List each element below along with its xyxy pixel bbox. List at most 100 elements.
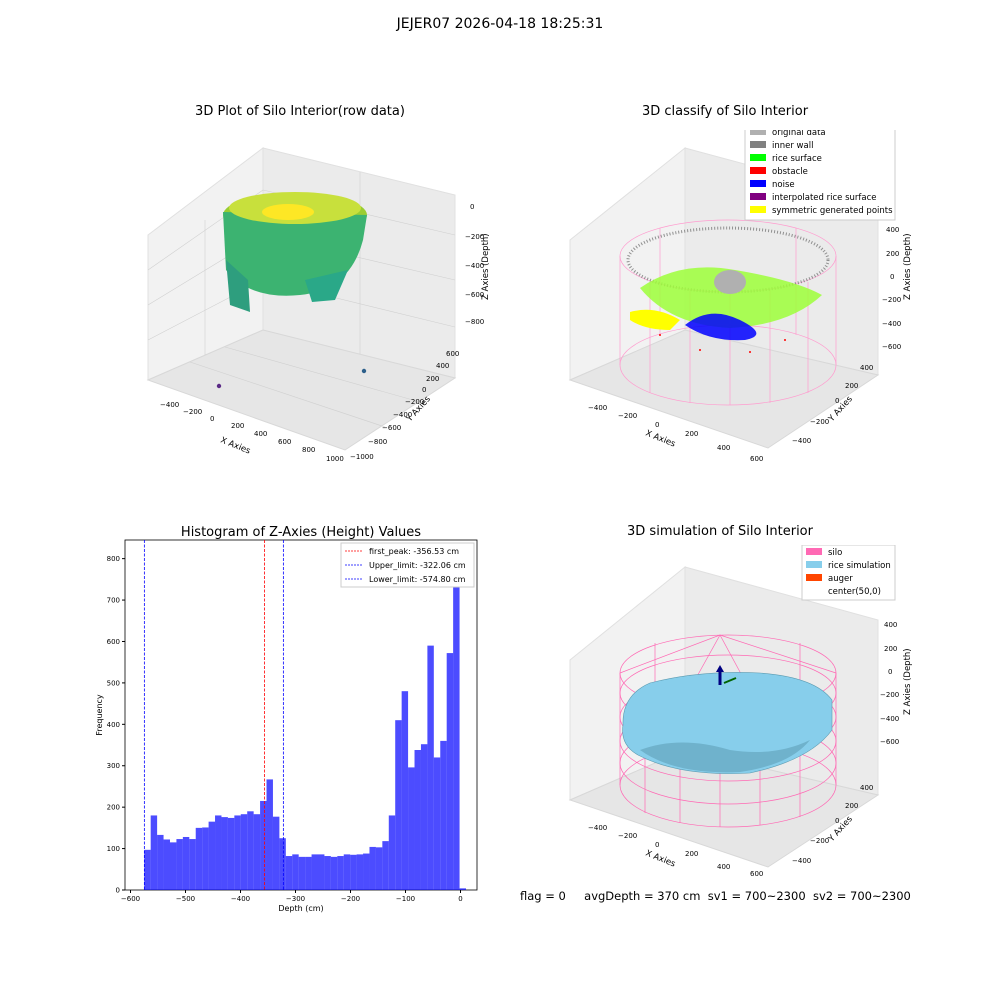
y-tick-label: 100 (107, 845, 120, 853)
raw-xtick: 800 (302, 446, 315, 454)
histogram-bar (215, 815, 222, 890)
y-tick-label: 300 (107, 762, 120, 770)
classify-ztick: −600 (882, 343, 901, 351)
histogram-bar (150, 815, 158, 890)
classify-inner-wall (626, 226, 830, 294)
legend-label: rice simulation (828, 561, 891, 571)
histogram-bar (285, 856, 293, 890)
classify-xtick: −200 (618, 412, 637, 420)
simulation-ytick: 400 (860, 784, 873, 792)
simulation-xtick: 200 (685, 850, 698, 858)
status-line: flag = 0 avgDepth = 370 cm sv1 = 700~230… (520, 889, 911, 903)
histogram-bar (279, 838, 286, 890)
classify-xtick: 200 (685, 430, 698, 438)
legend-first-peak: first_peak: -356.53 cm (369, 547, 459, 556)
legend-lower-limit: Lower_limit: -574.80 cm (369, 575, 466, 584)
simulation-3d-plot: silo rice simulation auger center(50,0) … (568, 545, 913, 878)
histogram-title: Histogram of Z-Axies (Height) Values (181, 525, 421, 540)
raw-ztick: 0 (470, 203, 474, 211)
raw-ytick: 0 (422, 386, 426, 394)
legend-label: original data (772, 130, 826, 138)
raw-ytick: −400 (393, 411, 412, 419)
legend-label: inner wall (772, 141, 813, 151)
histogram-bar (221, 817, 228, 890)
simulation-floor-pane (568, 749, 880, 868)
y-tick-label: 600 (107, 638, 120, 646)
simulation-zlabel: Z Axies (Depth) (903, 648, 913, 715)
legend-swatch (750, 167, 766, 174)
histogram-bar (292, 854, 299, 890)
classify-ztick: 400 (886, 226, 899, 234)
histogram-bar (395, 720, 402, 890)
simulation-xtick: 400 (717, 863, 730, 871)
simulation-ytick: 0 (835, 817, 839, 825)
simulation-ytick: −200 (810, 837, 829, 845)
histogram-xlabel: Depth (cm) (278, 904, 323, 913)
classify-legend (744, 130, 896, 221)
x-tick-label: −200 (341, 895, 360, 903)
classify-ztick: 200 (886, 250, 899, 258)
legend-label: interpolated rice surface (772, 193, 877, 203)
histogram-bar (195, 827, 203, 890)
raw-xtick: −400 (160, 401, 179, 409)
simulation-xtick: −400 (588, 824, 607, 832)
classify-plot-title: 3D classify of Silo Interior (641, 104, 809, 119)
x-tick-label: −600 (121, 895, 140, 903)
classify-3d-plot: original data inner wall rice surface ob… (568, 130, 913, 463)
histogram-bar (350, 854, 357, 890)
y-tick-label: 200 (107, 804, 120, 812)
histogram-bar (382, 841, 389, 890)
histogram-bar (427, 645, 434, 890)
classify-xtick: 600 (750, 455, 763, 463)
raw-outlier-1 (216, 383, 222, 389)
histogram-bar (446, 653, 454, 890)
legend-label: symmetric generated points (772, 206, 893, 216)
legend-swatch (750, 154, 766, 161)
classify-zlabel: Z Axies (Depth) (903, 233, 913, 300)
legend-label: silo (828, 548, 842, 558)
histogram-bar (208, 821, 216, 890)
classify-ztick: 0 (890, 273, 894, 281)
legend-swatch (806, 574, 822, 581)
histogram-bar (163, 839, 170, 890)
center-marker (723, 677, 737, 684)
y-tick-label: 700 (107, 597, 120, 605)
histogram-bar (298, 856, 306, 890)
histogram-bar (408, 767, 415, 890)
histogram-bar (317, 854, 325, 890)
raw-xtick: 400 (254, 430, 267, 438)
histogram-bar (453, 558, 460, 890)
classify-rice-surface (640, 267, 822, 328)
histogram-bar (311, 854, 318, 890)
classify-floor-pane (568, 329, 880, 449)
x-tick-label: −500 (176, 895, 195, 903)
histogram-bar (363, 853, 370, 890)
histogram-bar (305, 856, 312, 890)
histogram-bar (401, 691, 409, 890)
simulation-plot-title: 3D simulation of Silo Interior (627, 524, 813, 539)
raw-ztick: −800 (465, 318, 484, 326)
simulation-xlabel: X Axies (644, 849, 677, 870)
histogram-bar (176, 839, 183, 890)
raw-ytick: −600 (382, 424, 401, 432)
simulation-ztick: 400 (884, 621, 897, 629)
histogram-bar (272, 816, 280, 890)
y-tick-label: 0 (116, 887, 120, 895)
histogram-bar (459, 888, 466, 890)
legend-swatch (806, 587, 822, 594)
raw-ytick: 200 (426, 375, 439, 383)
histogram-bar (356, 854, 364, 890)
raw-ytick: −1000 (350, 453, 374, 461)
raw-outlier-2 (361, 368, 367, 374)
raw-ytick: −200 (405, 398, 424, 406)
classify-original-data (714, 270, 746, 294)
histogram-bar (330, 856, 338, 890)
auger-arrow (716, 665, 724, 672)
histogram-bar (169, 842, 177, 890)
histogram-bar (202, 827, 209, 890)
simulation-ytick: −400 (792, 857, 811, 865)
classify-xtick: 400 (717, 444, 730, 452)
y-tick-label: 400 (107, 721, 120, 729)
legend-upper-limit: Upper_limit: -322.06 cm (369, 561, 466, 570)
classify-xtick: −400 (588, 404, 607, 412)
